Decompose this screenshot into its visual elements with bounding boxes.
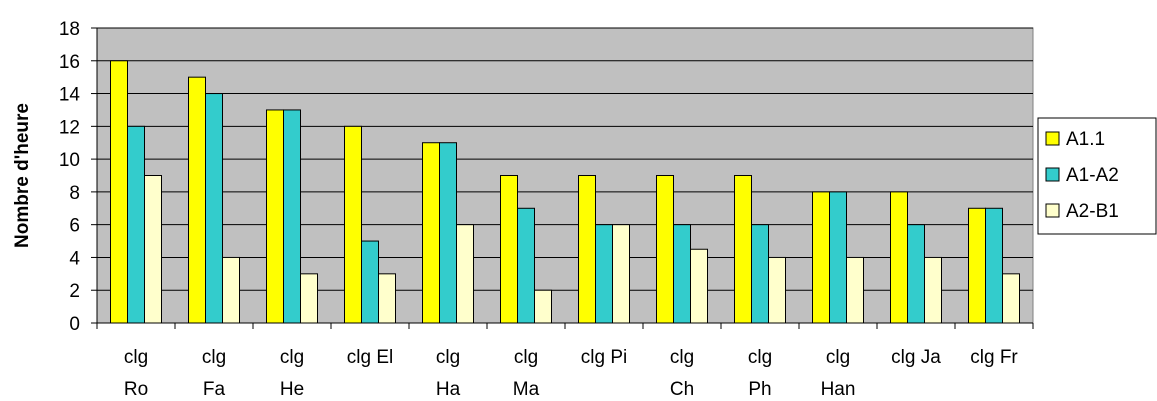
bar-a1-a2 [517, 207, 535, 324]
bar-a2-b1 [222, 256, 240, 324]
bar-a2-b1 [924, 256, 942, 324]
bar-a1-1 [578, 175, 596, 324]
bar-a2-b1 [144, 175, 162, 324]
x-category-label: clg El [347, 347, 393, 368]
y-tick-label: 8 [69, 183, 80, 204]
bar-a2-b1 [456, 224, 474, 324]
y-tick-label: 14 [59, 85, 81, 106]
bar-a1-a2 [283, 109, 301, 324]
bar-a1-a2 [595, 224, 613, 324]
bar-a1-1 [422, 142, 440, 324]
x-category-label: clg Ph [748, 347, 772, 400]
legend-swatch [1045, 131, 1060, 146]
bar-a2-b1 [378, 273, 396, 324]
y-tick-labels: 0 2 4 6 8 10 12 14 16 18 [59, 19, 81, 335]
bar-a1-a2 [673, 224, 691, 324]
x-category-label: clg Ma [513, 347, 540, 400]
bar-a1-1 [734, 175, 752, 324]
y-tick-label: 4 [69, 248, 80, 269]
bar-a1-1 [188, 76, 206, 324]
bar-a1-a2 [829, 191, 847, 324]
bar-a1-1 [890, 191, 908, 324]
x-category-label: clg Fr [970, 347, 1018, 368]
bar-a1-a2 [127, 125, 145, 324]
x-category-label: clg Ha [436, 347, 461, 400]
bar-a1-1 [812, 191, 830, 324]
bar-a1-1 [110, 60, 128, 324]
bar-a1-a2 [751, 224, 769, 324]
y-tick-label: 18 [59, 19, 80, 40]
bar-a1-1 [344, 125, 362, 324]
x-category-label: clg Ja [891, 347, 941, 368]
bar-a1-1 [266, 109, 284, 324]
bar-a1-a2 [361, 240, 379, 324]
y-tick-label: 10 [59, 150, 80, 171]
x-category-label: clg Ch [670, 347, 694, 400]
y-tick-label: 2 [69, 281, 80, 302]
legend-swatch [1045, 167, 1060, 182]
legend-label: A1-A2 [1066, 165, 1119, 186]
bar-a2-b1 [534, 289, 552, 324]
bar-a1-1 [656, 175, 674, 324]
y-tick-label: 12 [59, 117, 80, 138]
x-category-label: clg Han [821, 347, 856, 400]
x-category-label: clg Pi [581, 347, 627, 368]
bar-a1-a2 [985, 207, 1003, 324]
legend: A1.1 A1-A2 A2-B1 [1037, 117, 1157, 235]
y-tick-label: 16 [59, 52, 80, 73]
plot-area [96, 27, 1034, 324]
x-category-label: clg Ro [124, 347, 148, 400]
bar-a1-a2 [205, 93, 223, 324]
axes [91, 27, 1034, 329]
bar-a1-1 [968, 207, 986, 324]
bar-a1-a2 [907, 224, 925, 324]
y-tick-label: 0 [69, 314, 80, 335]
x-category-labels: clg Ro clg Fa clg He clg El clg Ha clg Ma clg Pi clg… [124, 347, 1019, 400]
y-axis-label: Nombre d'heure [12, 103, 33, 248]
bar-a2-b1 [768, 256, 786, 324]
x-category-label: clg He [280, 347, 304, 400]
bar-a1-1 [500, 175, 518, 324]
gridlines [97, 27, 1033, 291]
bar-a2-b1 [846, 256, 864, 324]
x-category-label: clg Fa [202, 347, 226, 400]
bar-a2-b1 [612, 224, 630, 324]
bar-a2-b1 [1002, 273, 1020, 324]
legend-label: A1.1 [1066, 129, 1105, 150]
y-tick-label: 6 [69, 216, 80, 237]
bars [110, 60, 1020, 324]
legend-swatch [1045, 203, 1060, 218]
bar-a2-b1 [690, 248, 708, 324]
bar-a1-a2 [439, 142, 457, 324]
bar-a2-b1 [300, 273, 318, 324]
legend-label: A2-B1 [1066, 201, 1119, 222]
